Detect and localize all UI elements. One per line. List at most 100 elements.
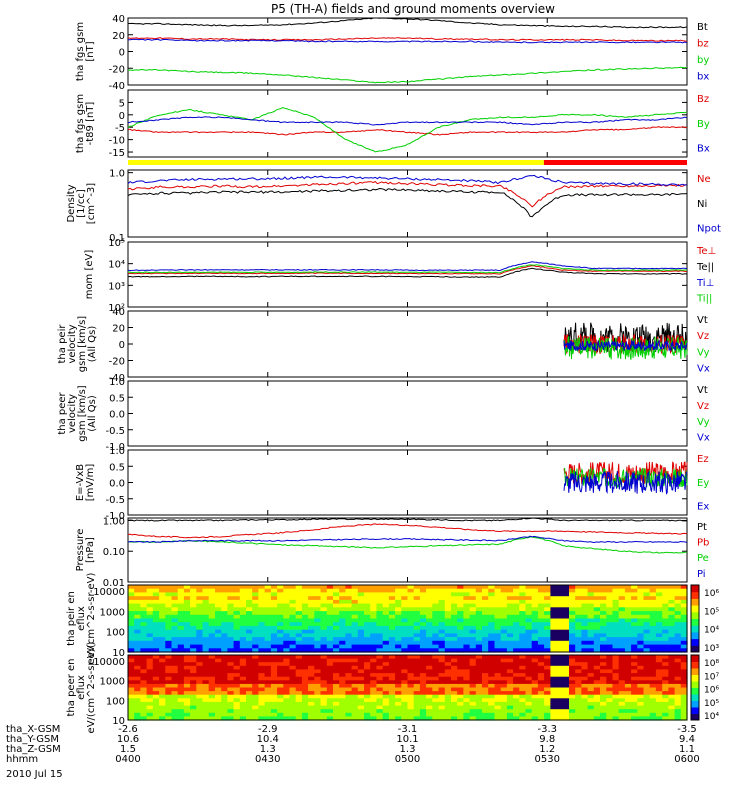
spectrogram-cell — [531, 673, 539, 678]
spectrogram-cell — [438, 585, 446, 590]
spectrogram-cell — [655, 676, 663, 681]
spectrogram-cell — [159, 712, 166, 717]
spectrogram-cell — [128, 644, 135, 649]
spectrogram-cell — [165, 629, 173, 634]
spectrogram-cell — [407, 658, 415, 663]
spectrogram-cell — [413, 633, 421, 638]
spectrogram-cell — [382, 680, 390, 685]
spectrogram-cell — [587, 611, 595, 616]
spectrogram-cell — [631, 658, 638, 663]
spectrogram-cell — [600, 694, 607, 699]
spectrogram-cell — [221, 644, 228, 649]
spectrogram-cell — [457, 603, 464, 608]
spectrogram-cell — [432, 662, 440, 667]
spectrogram-cell — [444, 698, 452, 703]
spectrogram-cell — [382, 592, 390, 597]
spectrogram-cell — [624, 599, 632, 605]
spectrogram-cell — [345, 618, 353, 623]
spectrogram-cell — [513, 607, 520, 612]
spectrogram-cell — [326, 648, 334, 653]
spectrogram-cell — [208, 607, 216, 612]
spectrogram-cell — [159, 716, 166, 721]
spectrogram-cell — [513, 625, 520, 631]
spectrogram-cell — [668, 691, 676, 696]
spectrogram-cell — [370, 698, 377, 703]
spectrogram-cell — [264, 658, 272, 663]
spectrogram-cell — [494, 625, 502, 631]
spectrogram-cell — [444, 592, 452, 597]
spectrogram-cell — [258, 644, 266, 649]
spectrogram-cell — [544, 683, 551, 689]
spectrogram-cell — [227, 658, 235, 663]
spectrogram-cell — [215, 716, 222, 721]
spectrogram-cell — [680, 611, 688, 616]
spectrogram-cell — [320, 648, 328, 653]
spectrogram-cell — [289, 658, 297, 663]
spectrogram-cell — [308, 658, 315, 663]
spectrogram-cell — [631, 687, 638, 692]
spectrogram-cell — [382, 599, 390, 605]
spectrogram-cell — [587, 687, 595, 692]
spectrogram-cell — [314, 629, 322, 634]
spectrogram-cell — [177, 603, 185, 608]
spectrogram-cell — [345, 585, 353, 590]
spectrogram-cell — [314, 716, 322, 721]
spectrogram-cell — [668, 622, 676, 627]
spectrogram-cell — [513, 680, 520, 685]
spectrogram-cell — [215, 655, 222, 660]
spectrogram-cell — [146, 599, 154, 605]
spectrogram-cell — [531, 588, 539, 593]
spectrogram-cell — [146, 648, 154, 653]
spectrogram-cell — [463, 683, 471, 689]
spectrogram-cell — [519, 611, 527, 616]
spectrogram-cell — [146, 709, 154, 714]
spectrogram-cell — [426, 691, 433, 696]
spectrogram-cell — [258, 622, 266, 627]
y-tick-label: -15 — [109, 148, 125, 159]
spectrogram-cell — [556, 644, 564, 649]
spectrogram-cell — [606, 698, 614, 703]
spectrogram-cell — [475, 662, 483, 667]
spectrogram-cell — [152, 691, 160, 696]
spectrogram-cell — [519, 683, 527, 689]
spectrogram-cell — [196, 694, 204, 699]
spectrogram-cell — [159, 637, 166, 642]
spectrogram-cell — [444, 701, 452, 707]
legend-green: Ti|| — [696, 294, 712, 305]
spectrogram-cell — [556, 658, 564, 663]
spectrogram-cell — [631, 673, 638, 678]
spectrogram-cell — [612, 709, 620, 714]
spectrogram-cell — [314, 648, 322, 653]
spectrogram-cell — [475, 622, 483, 627]
spectrogram-cell — [581, 607, 589, 612]
spectrogram-cell — [575, 709, 582, 714]
spectrogram-cell — [500, 680, 508, 685]
spectrogram-cell — [246, 614, 253, 620]
spectrogram-cell — [196, 618, 204, 623]
spectrogram-cell — [165, 611, 173, 616]
spectrogram-cell — [382, 669, 390, 674]
spectrogram-cell — [165, 592, 173, 597]
y-tick-label: 10⁴ — [108, 260, 125, 271]
spectrogram-cell — [339, 712, 346, 717]
spectrogram-cell — [227, 644, 235, 649]
spectrogram-cell — [289, 673, 297, 678]
spectrogram-cell — [631, 669, 638, 674]
spectrogram-cell — [662, 673, 669, 678]
spectrogram-cell — [252, 585, 259, 590]
spectrogram-cell — [556, 655, 564, 660]
spectrogram-cell — [612, 676, 620, 681]
spectrogram-cell — [649, 701, 657, 707]
spectrogram-cell — [624, 611, 632, 616]
spectrogram-cell — [320, 655, 328, 660]
spectrogram-cell — [544, 614, 551, 620]
spectrogram-cell — [277, 592, 284, 597]
spectrogram-cell — [233, 633, 241, 638]
spectrogram-cell — [562, 701, 570, 707]
spectrogram-cell — [401, 607, 409, 612]
spectrogram-cell — [376, 673, 384, 678]
colorbar-tick-label: 10⁵ — [704, 607, 719, 617]
spectrogram-cell — [569, 701, 576, 707]
spectrogram-cell — [637, 698, 645, 703]
spectrogram-cell — [419, 705, 427, 710]
